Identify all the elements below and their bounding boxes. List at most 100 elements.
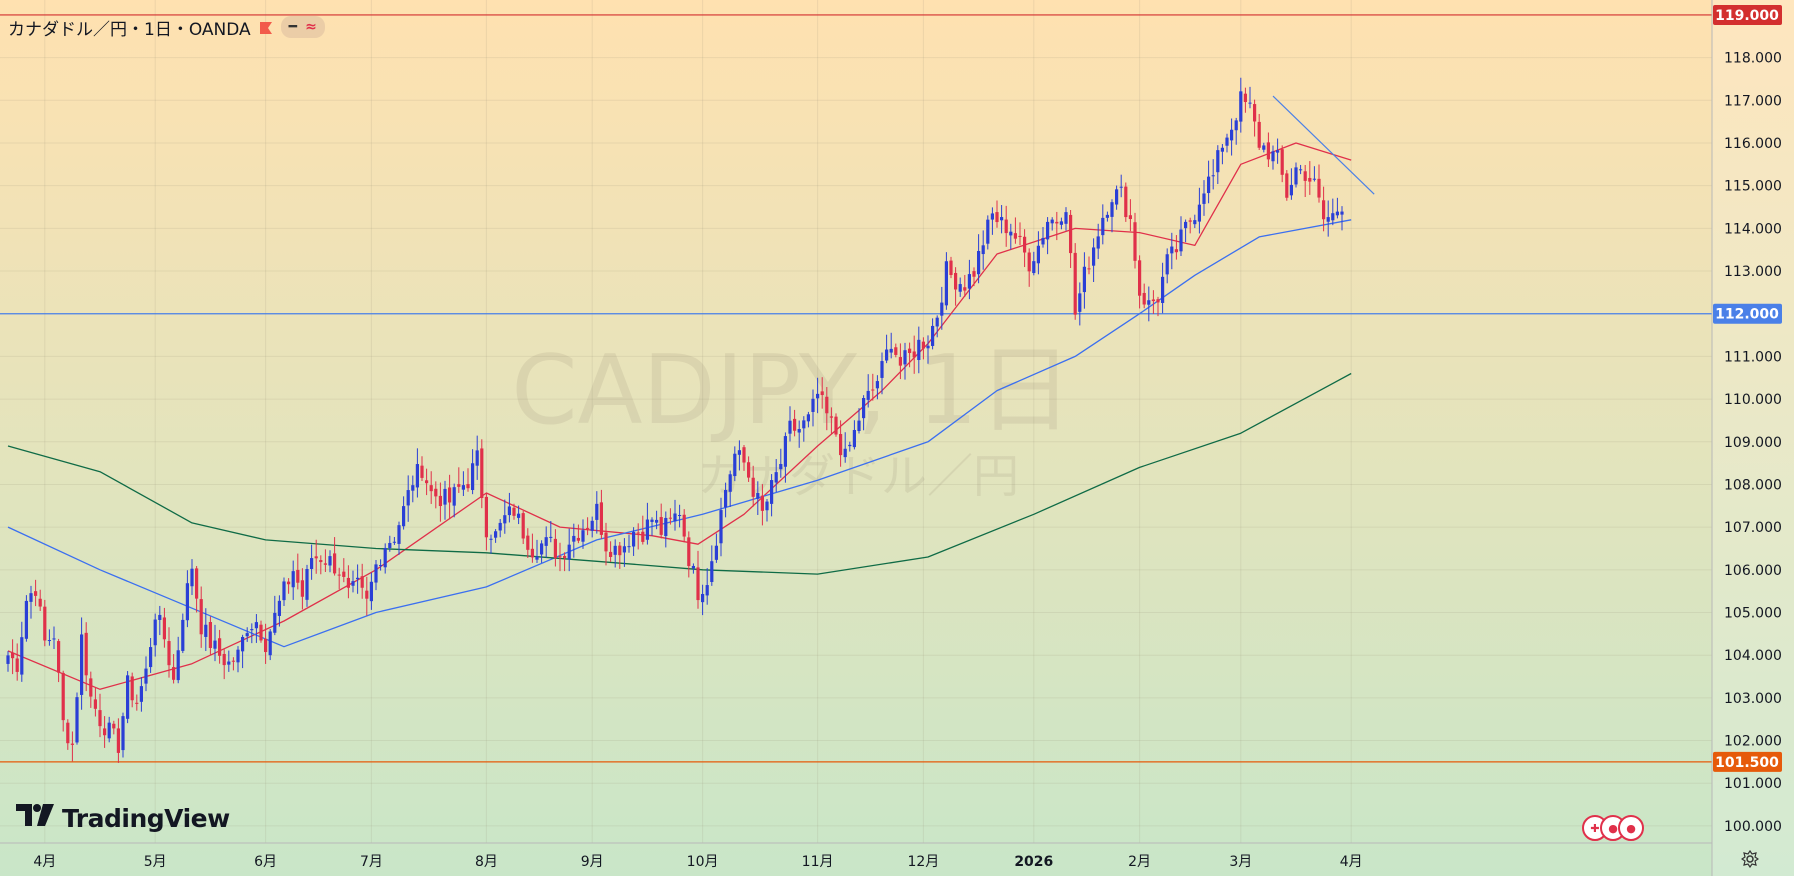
candle-body	[1087, 268, 1091, 270]
candle-body	[392, 541, 396, 543]
candle-body	[1207, 176, 1211, 194]
candle-body	[438, 495, 442, 507]
candle-body	[1000, 217, 1004, 221]
candle-body	[779, 464, 783, 470]
candle-body	[489, 538, 493, 540]
indicator-wave-icon[interactable]: ≈	[305, 19, 317, 35]
candle-body	[1156, 299, 1160, 303]
indicator-line-icon[interactable]: ━	[288, 19, 298, 35]
candle-body	[1335, 211, 1339, 216]
price-line-label-bg	[1713, 4, 1782, 25]
candle-body	[471, 463, 475, 491]
candle-body	[926, 345, 930, 349]
candle-body	[333, 553, 337, 574]
price-tick-label: 116.000	[1724, 136, 1782, 152]
candle-body	[6, 655, 10, 664]
candle-body	[760, 495, 764, 511]
flag-more-icon[interactable]: ●	[1618, 815, 1644, 841]
settings-gear-icon[interactable]	[1740, 849, 1760, 873]
candle-body	[356, 577, 360, 580]
symbol-title[interactable]: カナダドル／円・1日・OANDA	[8, 19, 251, 40]
candle-body	[172, 667, 176, 680]
candle-body	[259, 624, 263, 641]
candle-body	[323, 563, 327, 565]
legend[interactable]: カナダドル／円・1日・OANDA ━ ≈	[8, 12, 325, 42]
candle-body	[61, 672, 65, 721]
candle-body	[990, 213, 994, 220]
candle-body	[1064, 212, 1068, 224]
candle-body	[1197, 204, 1201, 222]
candle-body	[981, 245, 985, 255]
indicator-pill[interactable]: ━ ≈	[280, 16, 325, 38]
candle-body	[940, 302, 944, 316]
price-tick-label: 118.000	[1724, 51, 1782, 67]
candle-body	[369, 581, 373, 602]
candle-body	[917, 339, 921, 361]
candle-body	[245, 633, 249, 637]
candle-body	[319, 560, 323, 563]
candle-body	[1326, 217, 1330, 222]
candle-body	[954, 272, 958, 290]
candle-body	[641, 531, 645, 542]
candle-body	[1101, 217, 1105, 236]
candle-body	[420, 465, 424, 478]
candle-body	[972, 271, 976, 277]
candle-body	[167, 641, 171, 666]
time-tick-label: 8月	[475, 854, 498, 870]
candle-body	[415, 464, 419, 488]
candle-body	[820, 391, 824, 396]
candle-body	[802, 420, 806, 429]
candle-body	[793, 418, 797, 431]
candle-body	[1248, 102, 1252, 104]
candle-body	[346, 577, 350, 588]
currency-flags[interactable]: ✚ ● ●	[1582, 815, 1644, 841]
candle-body	[1174, 249, 1178, 253]
candle-body	[825, 396, 829, 414]
candle-body	[185, 583, 189, 621]
candle-body	[1092, 247, 1096, 266]
price-tick-label: 115.000	[1724, 179, 1782, 195]
candle-body	[1220, 147, 1224, 152]
candle-body	[806, 414, 810, 422]
candle-body	[199, 599, 203, 635]
candle-body	[696, 567, 700, 601]
candle-body	[1119, 186, 1123, 188]
flag-icon[interactable]	[259, 20, 273, 34]
candle-body	[553, 538, 557, 559]
candle-body	[47, 640, 51, 642]
candle-body	[903, 350, 907, 365]
candle-body	[673, 513, 677, 522]
trend-line-segment[interactable]	[1272, 95, 1375, 195]
candle-body	[783, 436, 787, 467]
time-tick-label: 4月	[33, 854, 56, 870]
price-axis[interactable]: 100.000 101.000 102.000 103.000 104.000 105.0…	[1711, 0, 1794, 876]
moving-averages	[7, 142, 1352, 690]
candle-body	[586, 527, 590, 529]
time-axis[interactable]: 4月 5月 6月 7月 8月 9月 10月 11月 12月 2026 2月 3月 4月	[0, 842, 1712, 870]
candle-body	[475, 450, 479, 466]
horizontal-lines[interactable]	[0, 14, 1712, 763]
candle-body	[526, 535, 530, 550]
candle-body	[682, 514, 686, 537]
price-line-label: 119.000	[1715, 8, 1779, 24]
price-line-label-bg	[1713, 303, 1782, 324]
candle-body	[130, 676, 134, 701]
candle-body	[1322, 200, 1326, 220]
price-tick-label: 103.000	[1724, 691, 1782, 707]
candle-body	[1115, 189, 1119, 205]
tradingview-logo[interactable]: TradingView	[16, 803, 230, 833]
candle-body	[1110, 202, 1114, 217]
candle-body	[250, 629, 254, 631]
price-tick-label: 113.000	[1724, 264, 1782, 280]
candle-body	[774, 472, 778, 483]
candle-body	[89, 678, 93, 697]
price-tick-label: 104.000	[1724, 648, 1782, 664]
candle-body	[604, 532, 608, 552]
candle-body	[351, 581, 355, 586]
candle-body	[1096, 236, 1100, 249]
candle-body	[296, 569, 300, 583]
candle-body	[1253, 104, 1257, 122]
price-tick-label: 106.000	[1724, 563, 1782, 579]
trend-line[interactable]	[1272, 95, 1375, 195]
